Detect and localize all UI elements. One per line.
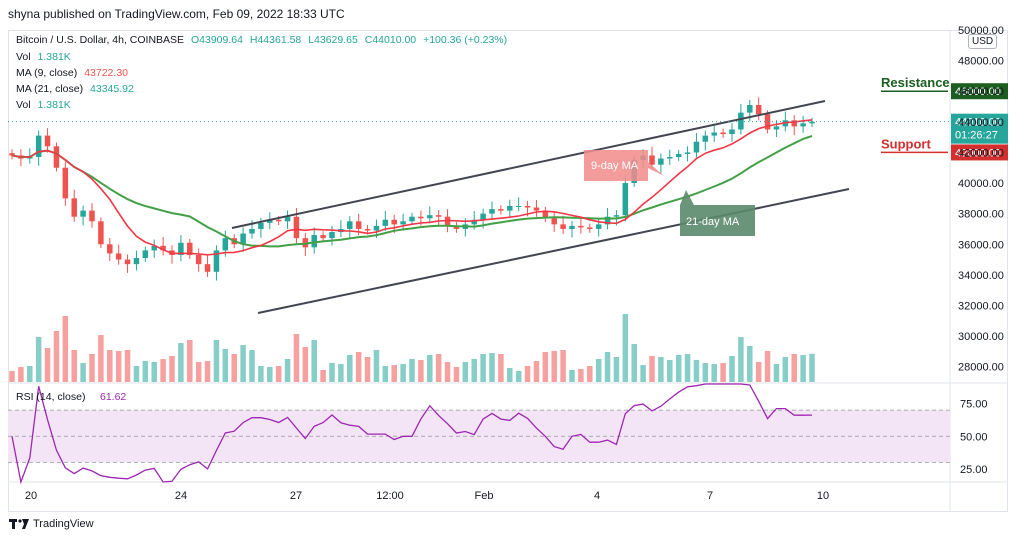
open-value: O43909.64 bbox=[190, 34, 243, 46]
ma9-value: 43722.30 bbox=[84, 67, 128, 79]
publisher-line: shyna published on TradingView.com, Feb … bbox=[8, 7, 345, 21]
change-value: +100.36 (+0.23%) bbox=[423, 34, 508, 46]
chart-frame bbox=[8, 30, 1008, 512]
ma9-label: MA (9, close) bbox=[16, 67, 78, 79]
tradingview-wordmark: TradingView bbox=[33, 518, 94, 530]
legend-ma9: MA (9, close) 43722.30 bbox=[16, 67, 132, 79]
high-value: H44361.58 bbox=[249, 34, 302, 46]
ma21-value: 43345.92 bbox=[90, 83, 134, 95]
legend-vol: Vol 1.381K bbox=[16, 51, 75, 63]
vol2-value: 1.381K bbox=[37, 99, 71, 111]
vol2-label: Vol bbox=[16, 99, 31, 111]
legend-ma21: MA (21, close) 43345.92 bbox=[16, 83, 138, 95]
legend-ohlc: Bitcoin / U.S. Dollar, 4h, COINBASE O439… bbox=[16, 34, 511, 46]
symbol-label: Bitcoin / U.S. Dollar, 4h, COINBASE bbox=[16, 34, 185, 46]
legend-vol2: Vol 1.381K bbox=[16, 99, 75, 111]
ma21-label: MA (21, close) bbox=[16, 83, 84, 95]
close-value: C44010.00 bbox=[364, 34, 417, 46]
tradingview-mark-icon bbox=[9, 519, 29, 529]
low-value: L43629.65 bbox=[308, 34, 358, 46]
vol-value: 1.381K bbox=[37, 51, 71, 63]
vol-label: Vol bbox=[16, 51, 31, 63]
currency-badge[interactable]: USD bbox=[968, 34, 998, 49]
tradingview-logo: TradingView bbox=[9, 518, 94, 530]
